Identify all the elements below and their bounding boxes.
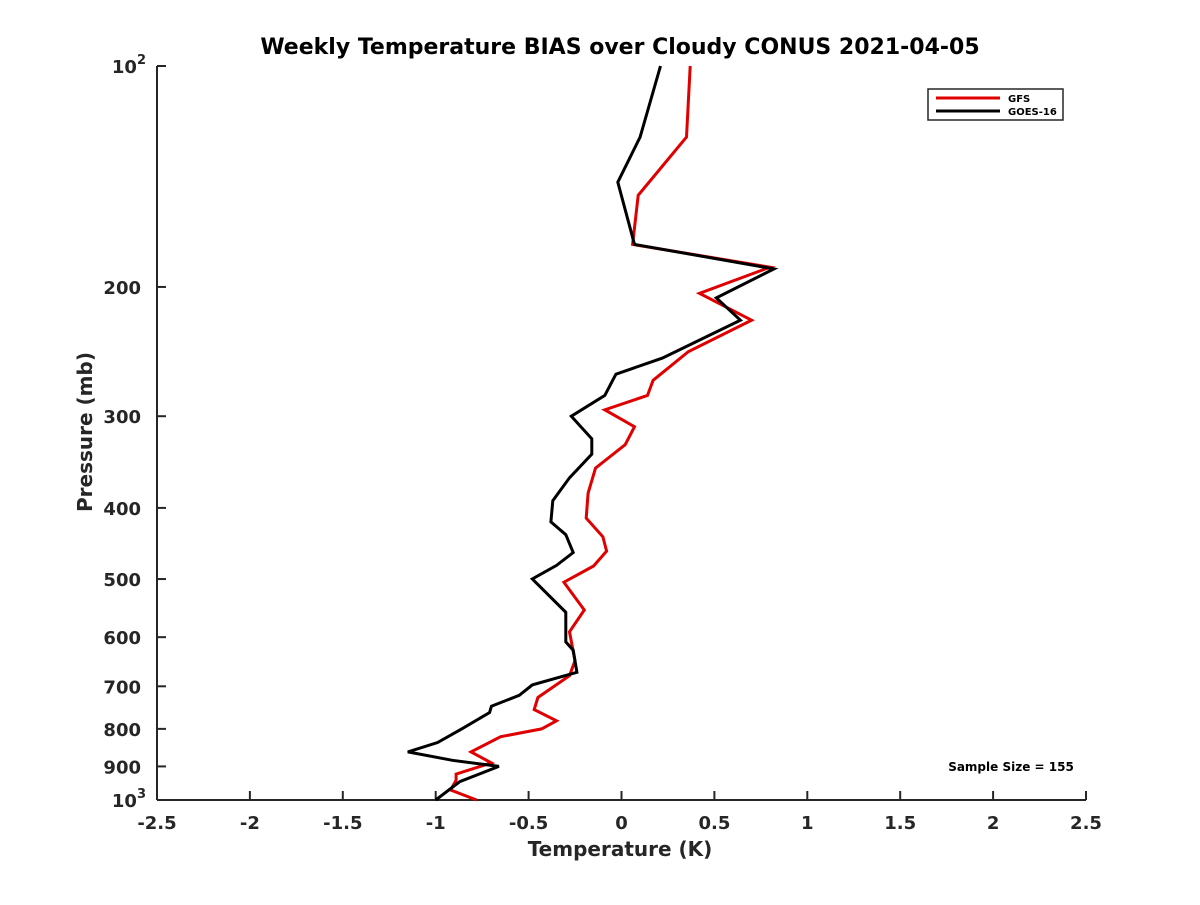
series-lines <box>407 65 779 802</box>
y-tick-exponent: 3 <box>137 787 146 802</box>
x-tick-label: 2.5 <box>1070 813 1102 834</box>
series-line-gfs <box>448 65 776 802</box>
legend: GFS GOES-16 <box>927 88 1064 121</box>
y-tick-label: 600 <box>103 628 141 649</box>
y-tick-base: 10 <box>112 57 137 78</box>
y-tick-label: 103 <box>112 787 146 812</box>
x-tick-label: -2.5 <box>137 813 176 834</box>
y-axis-label: Pressure (mb) <box>73 352 97 512</box>
x-tick-label: -0.5 <box>509 813 548 834</box>
y-tick-label: 300 <box>103 407 141 428</box>
x-tick-label: -1.5 <box>323 813 362 834</box>
sample-size-annotation: Sample Size = 155 <box>948 760 1074 774</box>
y-tick-exponent: 2 <box>137 53 146 68</box>
axes: -2.5 -2 -1.5 -1 -0.5 0 0.5 1 1.5 2 2.5102200300400… <box>103 53 1102 834</box>
legend-label: GFS <box>1008 94 1030 105</box>
legend-box <box>927 88 1064 121</box>
y-tick-label: 700 <box>103 677 141 698</box>
chart-title: Weekly Temperature BIAS over Cloudy CONU… <box>260 35 979 60</box>
x-tick-label: -2 <box>240 813 260 834</box>
y-tick-label: 800 <box>103 720 141 741</box>
y-tick-base: 10 <box>112 791 137 812</box>
y-tick-label: 900 <box>103 757 141 778</box>
x-tick-label: 0.5 <box>698 813 730 834</box>
y-tick-label: 500 <box>103 570 141 591</box>
x-tick-label: 0 <box>615 813 628 834</box>
x-tick-label: -1 <box>426 813 446 834</box>
x-axis-label: Temperature (K) <box>528 837 713 861</box>
x-tick-label: 2 <box>987 813 1000 834</box>
y-tick-label: 102 <box>112 53 146 78</box>
x-tick-label: 1.5 <box>884 813 916 834</box>
y-tick-label: 200 <box>103 278 141 299</box>
x-tick-label: 1 <box>801 813 814 834</box>
legend-label: GOES-16 <box>1008 107 1057 118</box>
y-tick-label: 400 <box>103 499 141 520</box>
series-line-goes-16 <box>407 65 779 802</box>
